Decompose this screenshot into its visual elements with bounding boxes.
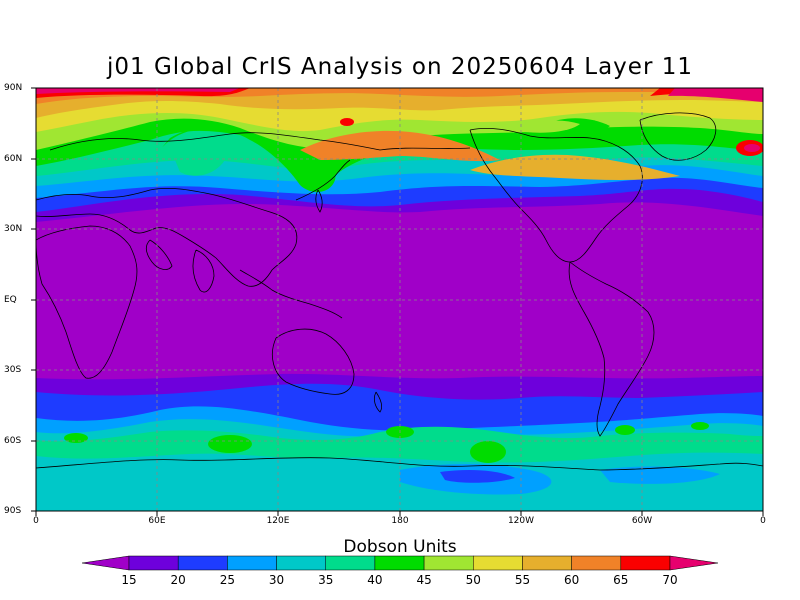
- lon-tick-label: 120E: [266, 516, 290, 526]
- lat-tick-label: 90N: [4, 83, 23, 93]
- colorbar-swatch: [276, 555, 326, 571]
- lat-tick-label: EQ: [4, 295, 17, 305]
- colorbar-level-label: 30: [268, 573, 285, 587]
- colorbar-level-label: 15: [121, 573, 137, 587]
- colorbar-swatch: [571, 555, 622, 571]
- lat-tick-label: 30N: [4, 224, 23, 234]
- lat-tick-label: 60S: [4, 436, 22, 446]
- lat-tick-label: 30S: [4, 365, 22, 375]
- colorbar-swatch: [128, 555, 179, 571]
- axis-ticks: [31, 87, 764, 516]
- colorbar-level-label: 55: [514, 573, 531, 587]
- colorbar-swatch: [227, 555, 277, 571]
- lat-tick-label: 90S: [4, 506, 22, 516]
- lat-tick-label: 60N: [4, 154, 23, 164]
- colorbar-title: Dobson Units: [343, 537, 457, 557]
- colorbar-swatch: [177, 555, 228, 571]
- lon-tick-label: 180: [391, 516, 409, 526]
- map-title: j01 Global CrIS Analysis on 20250604 Lay…: [107, 54, 693, 80]
- colorbar-level-label: 45: [416, 573, 432, 587]
- colorbar-swatch: [522, 555, 572, 571]
- colorbar-level-label: 20: [170, 573, 186, 587]
- colorbar-swatch: [423, 555, 474, 571]
- colorbar-arrow-high: [669, 555, 719, 571]
- colorbar-level-label: 35: [318, 573, 334, 587]
- colorbar-level-label: 25: [219, 573, 235, 587]
- colorbar-swatch: [620, 555, 671, 571]
- colorbar-level-label: 50: [465, 573, 481, 587]
- lon-tick-label: 120W: [507, 516, 535, 526]
- lon-tick-label: 60E: [148, 516, 166, 526]
- colorbar-level-label: 40: [367, 573, 383, 587]
- colorbar-swatch: [374, 555, 425, 571]
- lon-tick-label: 60W: [631, 516, 653, 526]
- lon-tick-label: 0: [33, 516, 39, 526]
- colorbar-level-label: 60: [563, 573, 580, 587]
- colorbar-level-label: 70: [662, 573, 678, 587]
- colorbar-swatch: [325, 555, 376, 571]
- colorbar: [81, 555, 719, 571]
- colorbar-arrow-low: [81, 555, 130, 571]
- coastlines: [36, 112, 763, 471]
- colorbar-swatch: [473, 555, 523, 571]
- lon-tick-label: 0: [760, 516, 766, 526]
- colorbar-level-label: 65: [613, 573, 629, 587]
- grid-lines: [36, 88, 763, 511]
